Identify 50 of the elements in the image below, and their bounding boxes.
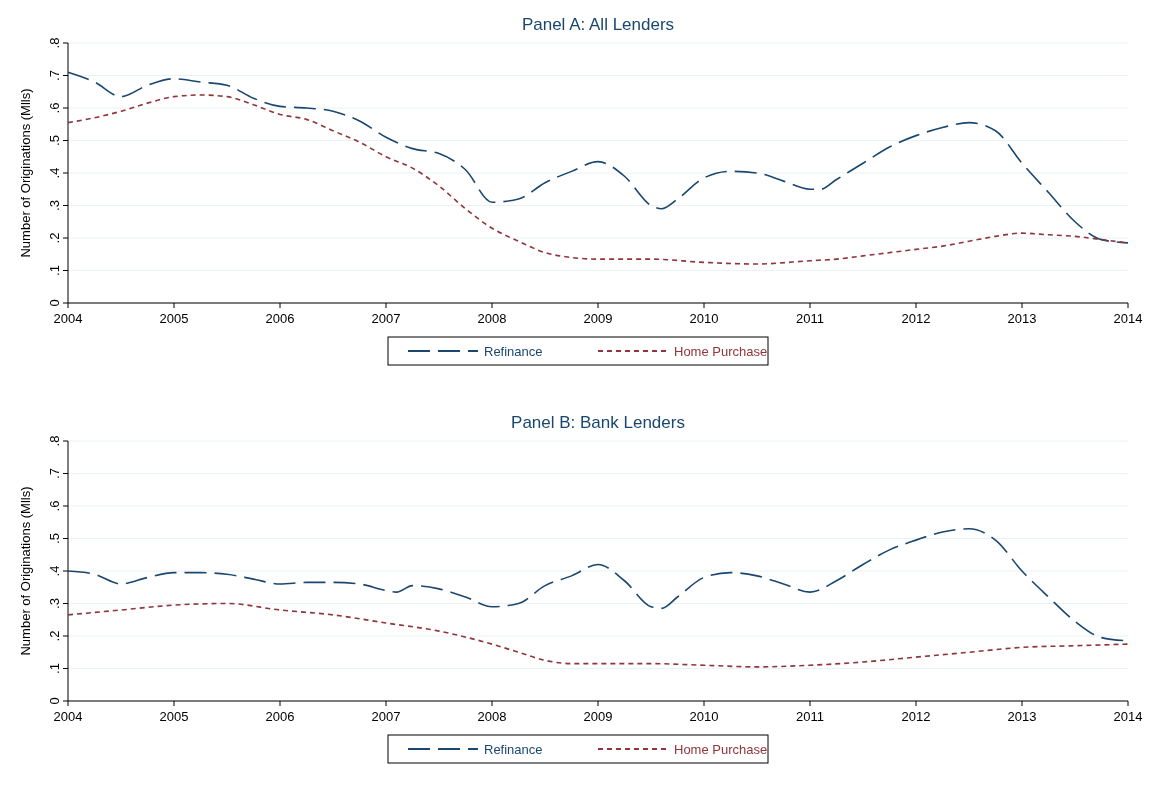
y-tick-label: .6	[47, 102, 62, 114]
y-tick-label: 0	[47, 299, 62, 307]
x-tick-label: 2013	[1007, 311, 1037, 326]
x-tick-label: 2012	[901, 311, 931, 326]
y-tick-label: .2	[47, 630, 62, 642]
y-tick-label: .8	[47, 435, 62, 447]
x-tick-label: 2007	[371, 709, 401, 724]
x-tick-label: 2009	[583, 709, 613, 724]
text: Home Purchase	[674, 344, 768, 359]
x-tick-label: 2007	[371, 311, 401, 326]
chart-title: Panel B: Bank Lenders	[511, 413, 685, 432]
y-tick-label: .8	[47, 37, 62, 49]
y-tick-label: .7	[47, 70, 62, 81]
x-tick-label: 2009	[583, 311, 613, 326]
x-tick-label: 2004	[53, 311, 83, 326]
y-tick-label: .5	[47, 135, 62, 146]
y-tick-label: .5	[47, 533, 62, 544]
y-tick-label: .3	[47, 598, 62, 609]
y-tick-label: .4	[47, 167, 62, 179]
x-tick-label: 2011	[796, 709, 824, 724]
x-tick-label: 2011	[796, 311, 824, 326]
x-tick-label: 2014	[1113, 709, 1143, 724]
line-series	[67, 71, 1129, 244]
text: Refinance	[484, 344, 543, 359]
y-tick-label: .4	[47, 565, 62, 577]
x-tick-label: 2014	[1113, 311, 1143, 326]
x-tick-label: 2005	[159, 311, 189, 326]
text: Home Purchase	[674, 742, 768, 757]
y-tick-label: 0	[47, 697, 62, 705]
text: Refinance	[484, 742, 543, 757]
x-tick-label: 2010	[689, 709, 719, 724]
x-tick-label: 2013	[1007, 709, 1037, 724]
y-axis-title: Number of Originations (Mlls)	[18, 88, 33, 258]
x-tick-label: 2006	[265, 311, 295, 326]
x-tick-label: 2006	[265, 709, 295, 724]
y-tick-label: .3	[47, 200, 62, 211]
x-tick-label: 2004	[53, 709, 83, 724]
x-tick-label: 2008	[477, 709, 507, 724]
y-tick-label: .2	[47, 232, 62, 244]
y-tick-label: .7	[47, 468, 62, 479]
x-tick-label: 2008	[477, 311, 507, 326]
chart-title: Panel A: All Lenders	[521, 15, 675, 34]
y-tick-label: .1	[47, 663, 62, 674]
y-tick-label: .1	[47, 265, 62, 276]
y-axis-title: Number of Originations (Mlls)	[18, 486, 33, 656]
line-series	[67, 602, 1129, 668]
x-tick-label: 2012	[901, 709, 931, 724]
y-tick-label: .6	[47, 500, 62, 512]
x-tick-label: 2005	[159, 709, 189, 724]
x-tick-label: 2010	[689, 311, 719, 326]
